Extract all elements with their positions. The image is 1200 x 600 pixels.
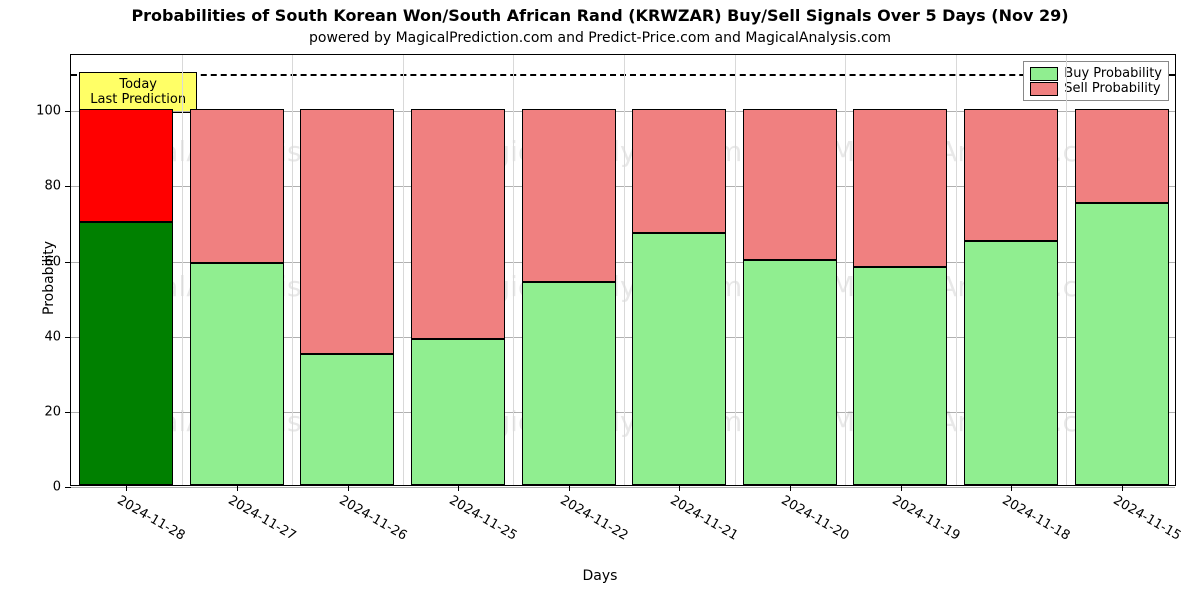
x-tick-label: 2024-11-15 — [1110, 493, 1183, 544]
y-tick — [65, 262, 71, 263]
x-tick — [126, 485, 127, 491]
bar-slot — [632, 55, 726, 485]
minor-gridline — [292, 55, 293, 485]
bar-slot — [1075, 55, 1169, 485]
y-tick-label: 0 — [53, 480, 61, 495]
sell-bar — [411, 109, 505, 338]
buy-bar — [300, 354, 394, 485]
bar-slot — [79, 55, 173, 485]
x-tick-label: 2024-11-22 — [557, 493, 630, 544]
x-tick-label: 2024-11-19 — [889, 493, 962, 544]
buy-bar — [853, 267, 947, 485]
y-tick-label: 20 — [44, 404, 61, 419]
buy-bar — [190, 263, 284, 485]
x-tick — [679, 485, 680, 491]
bar-slot — [300, 55, 394, 485]
x-tick-label: 2024-11-27 — [225, 493, 298, 544]
buy-bar — [632, 233, 726, 485]
buy-bar — [743, 260, 837, 485]
sell-bar — [964, 109, 1058, 240]
x-tick — [348, 485, 349, 491]
y-tick — [65, 337, 71, 338]
y-axis-label: Probability — [41, 241, 57, 315]
chart-title: Probabilities of South Korean Won/South … — [0, 6, 1200, 25]
y-tick — [65, 111, 71, 112]
bar-slot — [964, 55, 1058, 485]
x-tick — [1122, 485, 1123, 491]
chart-subtitle: powered by MagicalPrediction.com and Pre… — [0, 30, 1200, 46]
x-tick-label: 2024-11-21 — [668, 493, 741, 544]
buy-bar — [1075, 203, 1169, 485]
x-tick-label: 2024-11-25 — [447, 493, 520, 544]
x-tick — [1011, 485, 1012, 491]
bar-slot — [743, 55, 837, 485]
minor-gridline — [403, 55, 404, 485]
buy-bar — [79, 222, 173, 485]
buy-bar — [964, 241, 1058, 485]
bar-slot — [853, 55, 947, 485]
y-tick-label: 40 — [44, 329, 61, 344]
y-tick — [65, 412, 71, 413]
x-tick — [901, 485, 902, 491]
y-tick — [65, 487, 71, 488]
x-tick-label: 2024-11-26 — [336, 493, 409, 544]
sell-bar — [743, 109, 837, 259]
minor-gridline — [956, 55, 957, 485]
sell-bar — [853, 109, 947, 267]
x-tick-label: 2024-11-28 — [115, 493, 188, 544]
buy-bar — [411, 339, 505, 486]
plot-area: Today Last Prediction Buy ProbabilitySel… — [70, 54, 1176, 486]
sell-bar — [1075, 109, 1169, 203]
x-tick-label: 2024-11-20 — [778, 493, 851, 544]
minor-gridline — [182, 55, 183, 485]
bar-slot — [411, 55, 505, 485]
x-tick — [237, 485, 238, 491]
minor-gridline — [845, 55, 846, 485]
sell-bar — [522, 109, 616, 282]
minor-gridline — [1066, 55, 1067, 485]
minor-gridline — [513, 55, 514, 485]
x-tick — [569, 485, 570, 491]
buy-bar — [522, 282, 616, 485]
sell-bar — [300, 109, 394, 353]
x-tick-label: 2024-11-18 — [1000, 493, 1073, 544]
sell-bar — [79, 109, 173, 222]
minor-gridline — [624, 55, 625, 485]
y-tick-label: 100 — [36, 104, 61, 119]
bar-slot — [522, 55, 616, 485]
x-tick — [790, 485, 791, 491]
minor-gridline — [735, 55, 736, 485]
x-axis-label: Days — [0, 568, 1200, 584]
sell-bar — [190, 109, 284, 263]
y-tick-label: 80 — [44, 179, 61, 194]
x-tick — [458, 485, 459, 491]
y-tick — [65, 186, 71, 187]
sell-bar — [632, 109, 726, 233]
bar-slot — [190, 55, 284, 485]
